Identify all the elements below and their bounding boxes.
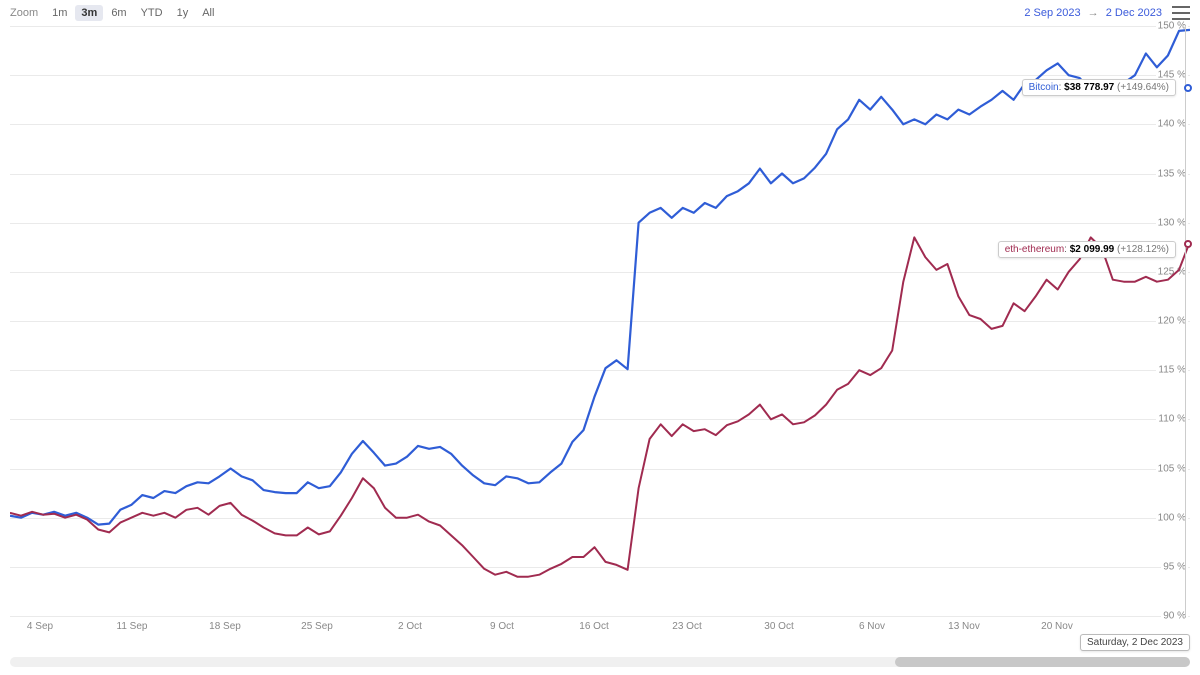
x-axis-label: 25 Sep [301, 621, 333, 632]
gridline [10, 616, 1190, 617]
hamburger-menu-icon[interactable] [1172, 6, 1190, 20]
x-axis-label: 30 Oct [764, 621, 793, 632]
navigator-handle[interactable] [895, 657, 1190, 667]
crosshair-line [1185, 26, 1186, 616]
time-navigator[interactable] [10, 657, 1190, 667]
x-axis-label: 6 Nov [859, 621, 885, 632]
callout-name: eth-ethereum [1005, 244, 1064, 255]
x-axis-label: 11 Sep [117, 621, 148, 632]
series-line-bitcoin [10, 30, 1190, 525]
x-axis-label: 20 Nov [1041, 621, 1073, 632]
zoom-button-all[interactable]: All [196, 5, 220, 21]
callout-name: Bitcoin [1029, 82, 1059, 93]
callout-price: $2 099.99 [1070, 244, 1115, 255]
price-chart[interactable]: 90 %95 %100 %105 %110 %115 %120 %125 %13… [10, 26, 1190, 616]
x-axis-label: 18 Sep [209, 621, 241, 632]
x-axis-label: 16 Oct [579, 621, 608, 632]
arrow-right-icon: → [1088, 7, 1099, 19]
series-end-marker-ethereum [1184, 240, 1192, 248]
series-line-ethereum [10, 237, 1190, 576]
x-axis-label: 9 Oct [490, 621, 514, 632]
series-callout-ethereum: eth-ethereum: $2 099.99 (+128.12%) [998, 241, 1176, 258]
x-axis-label: 4 Sep [27, 621, 53, 632]
series-callout-bitcoin: Bitcoin: $38 778.97 (+149.64%) [1022, 79, 1176, 96]
date-from[interactable]: 2 Sep 2023 [1024, 7, 1080, 19]
hover-date-tooltip: Saturday, 2 Dec 2023 [1080, 634, 1190, 651]
date-to[interactable]: 2 Dec 2023 [1106, 7, 1162, 19]
x-axis-label: 23 Oct [672, 621, 701, 632]
zoom-button-1m[interactable]: 1m [46, 5, 73, 21]
callout-price: $38 778.97 [1064, 82, 1114, 93]
chart-toolbar: Zoom 1m3m6mYTD1yAll 2 Sep 2023 → 2 Dec 2… [0, 0, 1200, 26]
callout-pct: (+128.12%) [1117, 244, 1169, 255]
x-axis-label: 2 Oct [398, 621, 422, 632]
date-range[interactable]: 2 Sep 2023 → 2 Dec 2023 [1024, 7, 1162, 19]
zoom-button-1y[interactable]: 1y [171, 5, 195, 21]
zoom-label: Zoom [10, 7, 38, 19]
callout-pct: (+149.64%) [1117, 82, 1169, 93]
zoom-button-3m[interactable]: 3m [75, 5, 103, 21]
x-axis-label: 13 Nov [948, 621, 980, 632]
zoom-button-6m[interactable]: 6m [105, 5, 132, 21]
series-end-marker-bitcoin [1184, 84, 1192, 92]
zoom-button-ytd[interactable]: YTD [135, 5, 169, 21]
